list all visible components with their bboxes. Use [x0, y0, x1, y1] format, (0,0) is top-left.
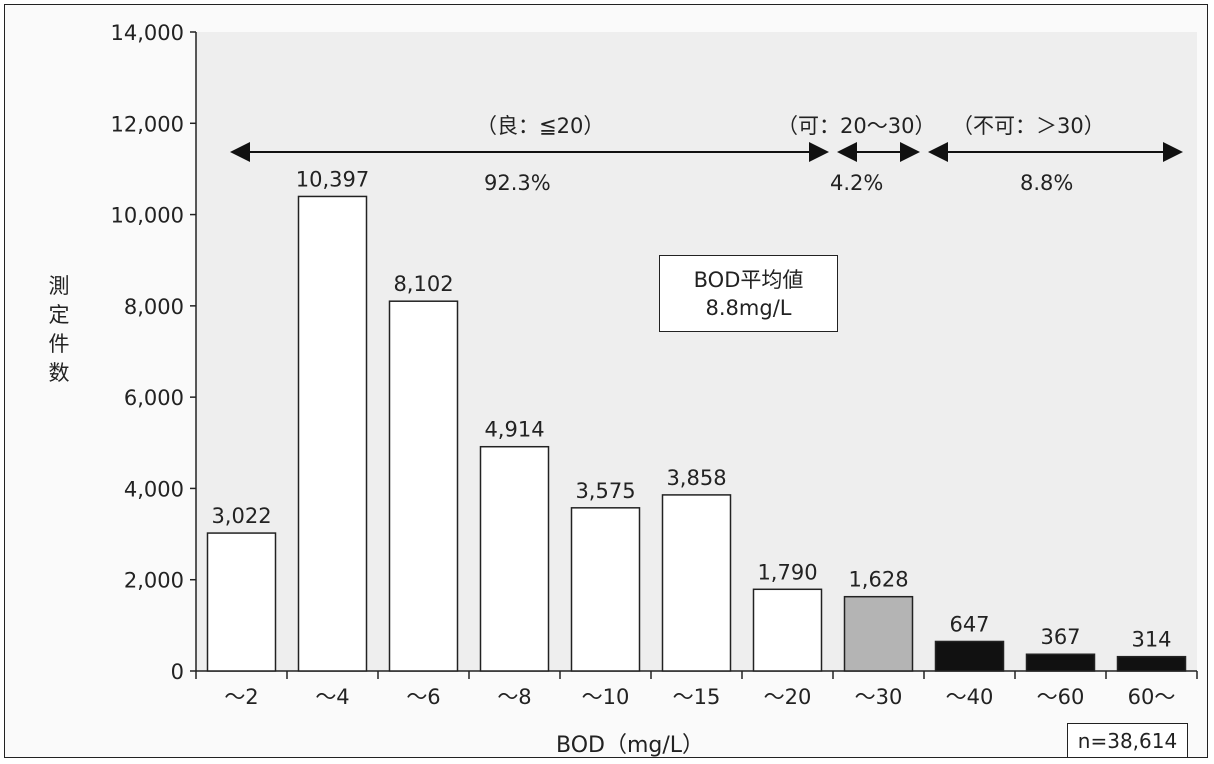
bar	[843, 595, 914, 672]
y-tick-label: 10,000	[111, 204, 184, 228]
x-tick-label: ～20	[764, 685, 812, 709]
bar-value-label: 647	[949, 612, 989, 636]
zone-label-fair: （可：20～30）	[777, 114, 936, 138]
zone-arrow-fair-head-left	[837, 142, 857, 162]
zone-label-poor: （不可：＞30）	[952, 114, 1105, 138]
zone-arrow-fair-head-right	[900, 142, 920, 162]
bar	[752, 588, 823, 672]
x-tick-label: ～4	[315, 685, 349, 709]
bar	[661, 494, 732, 672]
average-box-title: BOD平均値	[693, 267, 804, 292]
bar-value-label: 1,628	[848, 568, 908, 592]
x-axis-label: BOD（mg/L）	[555, 733, 705, 758]
y-tick-label: 12,000	[111, 112, 184, 136]
zone-pct-fair: 4.2%	[830, 171, 884, 195]
bar	[388, 300, 459, 672]
bar-value-label: 10,397	[296, 167, 369, 191]
zone-pct-poor: 8.8%	[1020, 171, 1074, 195]
bar	[206, 532, 277, 672]
y-tick-label: 8,000	[124, 295, 184, 319]
x-tick-label: ～15	[673, 685, 721, 709]
bar	[934, 640, 1005, 672]
x-tick-label: ～40	[946, 685, 994, 709]
x-tick-label: 60～	[1128, 685, 1176, 709]
y-tick-label: 4,000	[124, 477, 184, 501]
sample-count-box: n=38,614	[1067, 723, 1188, 758]
zone-arrow-good-head-right	[809, 142, 829, 162]
bar-value-label: 367	[1040, 625, 1080, 649]
bar-value-label: 1,790	[757, 560, 817, 584]
zone-arrows	[230, 142, 1183, 162]
y-tick-label: 0	[171, 660, 184, 684]
bar-value-label: 314	[1131, 628, 1171, 652]
bar	[297, 195, 368, 672]
bar	[1116, 655, 1187, 672]
x-tick-label: ～8	[497, 685, 531, 709]
y-tick-label: 6,000	[124, 386, 184, 410]
y-axis-label-char: 測	[48, 274, 70, 298]
bars: 3,022 ～2 10,397 ～4 8,102 ～6 4,914 ～8 3,575 ～10 3,8…	[206, 167, 1187, 709]
bar-value-label: 3,858	[666, 466, 726, 490]
bar	[570, 507, 641, 672]
x-tick-label: ～6	[406, 685, 440, 709]
bar-value-label: 8,102	[393, 272, 453, 296]
x-tick-label: ～2	[224, 685, 258, 709]
y-axis-label-char: 定	[48, 303, 70, 327]
bar-value-label: 4,914	[484, 418, 544, 442]
y-tick-label: 2,000	[124, 569, 184, 593]
bar	[479, 445, 550, 672]
y-tick-label: 14,000	[111, 21, 184, 45]
bar-value-label: 3,575	[575, 479, 635, 503]
zone-arrow-poor-head-left	[928, 142, 948, 162]
bar	[1025, 653, 1096, 672]
zone-pct-good: 92.3%	[484, 171, 551, 195]
x-tick-label: ～60	[1037, 685, 1085, 709]
zone-arrow-poor-head-right	[1163, 142, 1183, 162]
x-tick-label: ～10	[582, 685, 630, 709]
y-axis-label: 測 定 件 数	[46, 272, 72, 388]
y-axis-label-char: 件	[48, 332, 70, 356]
zone-arrow-good-head-left	[230, 142, 250, 162]
average-box-value: 8.8mg/L	[705, 295, 792, 320]
x-tick-label: ～30	[855, 685, 903, 709]
zone-label-good: （良：≦20）	[476, 114, 605, 138]
bar-value-label: 3,022	[211, 504, 271, 528]
average-box: BOD平均値 8.8mg/L	[659, 255, 838, 332]
y-axis-label-char: 数	[48, 361, 70, 385]
